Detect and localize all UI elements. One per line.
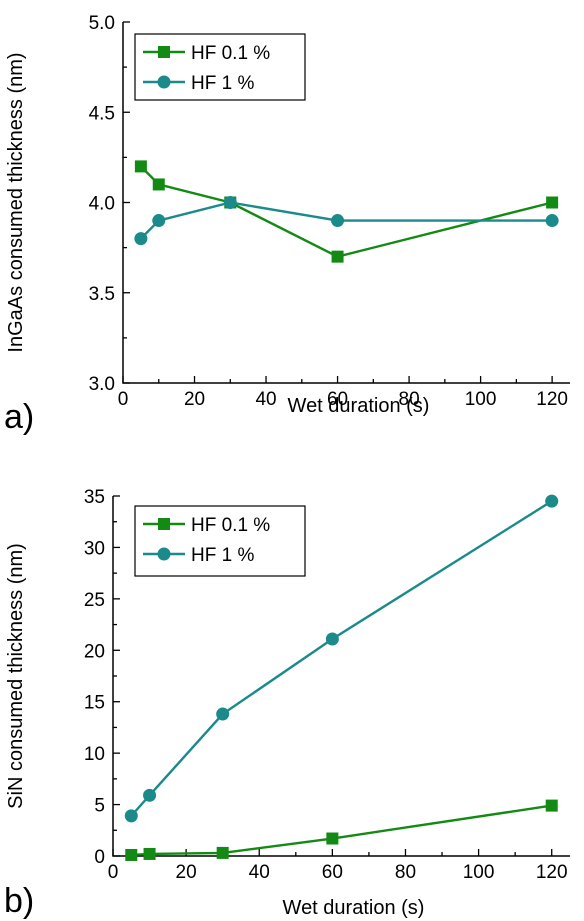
y-tick-label: 0 [94, 847, 105, 868]
x-tick-label: 60 [322, 862, 343, 883]
x-tick-label: 20 [176, 862, 197, 883]
x-axis-title: Wet duration (s) [288, 395, 430, 417]
y-axis-title: InGaAs consumed thickness (nm) [5, 52, 27, 352]
x-tick-label: 80 [399, 389, 420, 410]
x-tick-label: 80 [395, 862, 416, 883]
data-point-hf-0-1 [134, 160, 147, 173]
x-tick-label: 0 [108, 862, 119, 883]
x-tick-label: 120 [536, 862, 568, 883]
y-tick-label: 5 [94, 796, 105, 817]
y-tick-label: 15 [84, 693, 105, 714]
legend-label: HF 1 % [191, 73, 254, 94]
data-point-hf-0-1 [216, 846, 229, 859]
data-point-hf-1 [216, 707, 230, 721]
series-line-hf-0-1 [131, 804, 552, 857]
data-point-hf-0-1 [125, 848, 138, 861]
data-point-hf-1 [124, 809, 138, 823]
y-tick-label: 10 [84, 744, 105, 765]
data-point-hf-0-1 [143, 847, 156, 860]
x-tick-label: 40 [255, 389, 276, 410]
panel-label: a) [4, 398, 34, 436]
x-tick-label: 60 [327, 389, 348, 410]
data-point-hf-0-1 [326, 832, 339, 845]
legend-box [134, 33, 306, 101]
data-point-hf-1 [143, 788, 157, 802]
legend-box [134, 505, 306, 577]
legend-label: HF 0.1 % [191, 43, 270, 64]
legend: HF 0.1 % HF 1 % [134, 505, 306, 577]
y-tick-label: 5.0 [89, 13, 115, 34]
x-tick-label: 20 [184, 389, 205, 410]
x-axis-title: Wet duration (s) [283, 897, 425, 919]
data-point-hf-1 [545, 214, 559, 228]
y-tick-label: 35 [84, 487, 105, 508]
legend-marker [157, 75, 171, 89]
x-tick-label: 0 [118, 389, 129, 410]
x-tick-label: 100 [463, 862, 495, 883]
x-tick-label: 100 [465, 389, 497, 410]
chart-panel-b: 0 20 40 60 80 100 120 0 5 10 15 20 25 30 35 Wet duratio… [4, 487, 570, 920]
y-tick-label: 20 [84, 641, 105, 662]
legend-marker [158, 46, 170, 58]
data-point-hf-1 [152, 214, 166, 228]
legend-marker [157, 547, 171, 561]
x-tick-label: 40 [249, 862, 270, 883]
legend: HF 0.1 % HF 1 % [134, 33, 306, 101]
x-tick-label: 120 [536, 389, 568, 410]
data-point-hf-1 [325, 632, 339, 646]
panel-label: b) [4, 882, 34, 920]
y-tick-label: 3.5 [89, 284, 115, 305]
data-point-hf-1 [331, 214, 345, 228]
legend-marker [158, 518, 170, 530]
data-point-hf-1 [545, 494, 559, 508]
data-point-hf-0-1 [152, 178, 165, 191]
data-point-hf-1 [134, 232, 148, 246]
y-tick-label: 25 [84, 590, 105, 611]
data-point-hf-1 [223, 196, 237, 209]
series-line-hf-0-1 [140, 165, 553, 258]
legend-label: HF 0.1 % [191, 515, 270, 536]
data-point-hf-0-1 [545, 799, 558, 812]
data-point-hf-0-1 [546, 196, 559, 209]
y-tick-label: 4.5 [89, 103, 115, 124]
data-point-hf-0-1 [331, 250, 344, 263]
chart-panel-a: 0 20 40 60 80 100 120 3.0 3.5 4.0 4.5 5.0 Wet durati… [4, 13, 570, 436]
y-tick-label: 4.0 [89, 194, 115, 215]
y-axis-title: SiN consumed thickness (nm) [5, 543, 27, 809]
series-line-hf-1 [140, 201, 553, 240]
y-tick-label: 30 [84, 538, 105, 559]
y-tick-label: 3.0 [89, 374, 115, 395]
legend-label: HF 1 % [191, 545, 254, 566]
